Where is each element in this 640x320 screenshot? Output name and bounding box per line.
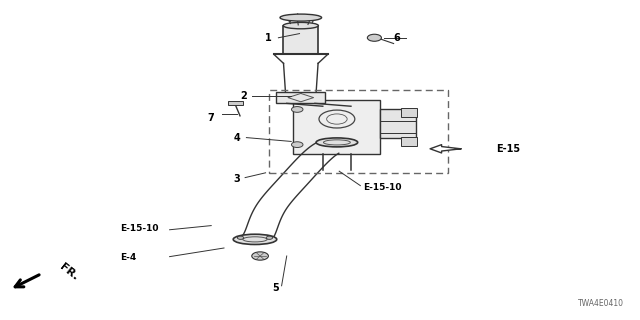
- Ellipse shape: [233, 234, 276, 244]
- Bar: [276, 92, 325, 103]
- Circle shape: [367, 34, 381, 41]
- Text: 4: 4: [234, 132, 240, 143]
- Text: 7: 7: [208, 113, 214, 124]
- Text: E-15: E-15: [496, 144, 520, 154]
- Bar: [293, 100, 380, 154]
- Text: 2: 2: [240, 91, 246, 101]
- Circle shape: [252, 252, 268, 260]
- Bar: [401, 137, 417, 146]
- Text: FR.: FR.: [58, 262, 80, 282]
- Text: E-4: E-4: [120, 253, 136, 262]
- Polygon shape: [430, 145, 461, 153]
- Text: 6: 6: [394, 33, 400, 44]
- Bar: [401, 108, 417, 117]
- Bar: [283, 26, 319, 54]
- Bar: [380, 109, 415, 138]
- Text: E-15-10: E-15-10: [120, 224, 159, 233]
- Bar: [228, 101, 243, 105]
- Circle shape: [291, 107, 303, 112]
- Text: 5: 5: [272, 283, 278, 293]
- Ellipse shape: [280, 14, 321, 21]
- Ellipse shape: [316, 138, 358, 147]
- Circle shape: [237, 236, 244, 239]
- Text: 1: 1: [266, 33, 272, 44]
- Text: TWA4E0410: TWA4E0410: [578, 299, 624, 308]
- Circle shape: [291, 142, 303, 148]
- Ellipse shape: [283, 22, 319, 29]
- Circle shape: [266, 236, 273, 239]
- Text: E-15-10: E-15-10: [364, 183, 402, 192]
- Text: 3: 3: [234, 174, 240, 184]
